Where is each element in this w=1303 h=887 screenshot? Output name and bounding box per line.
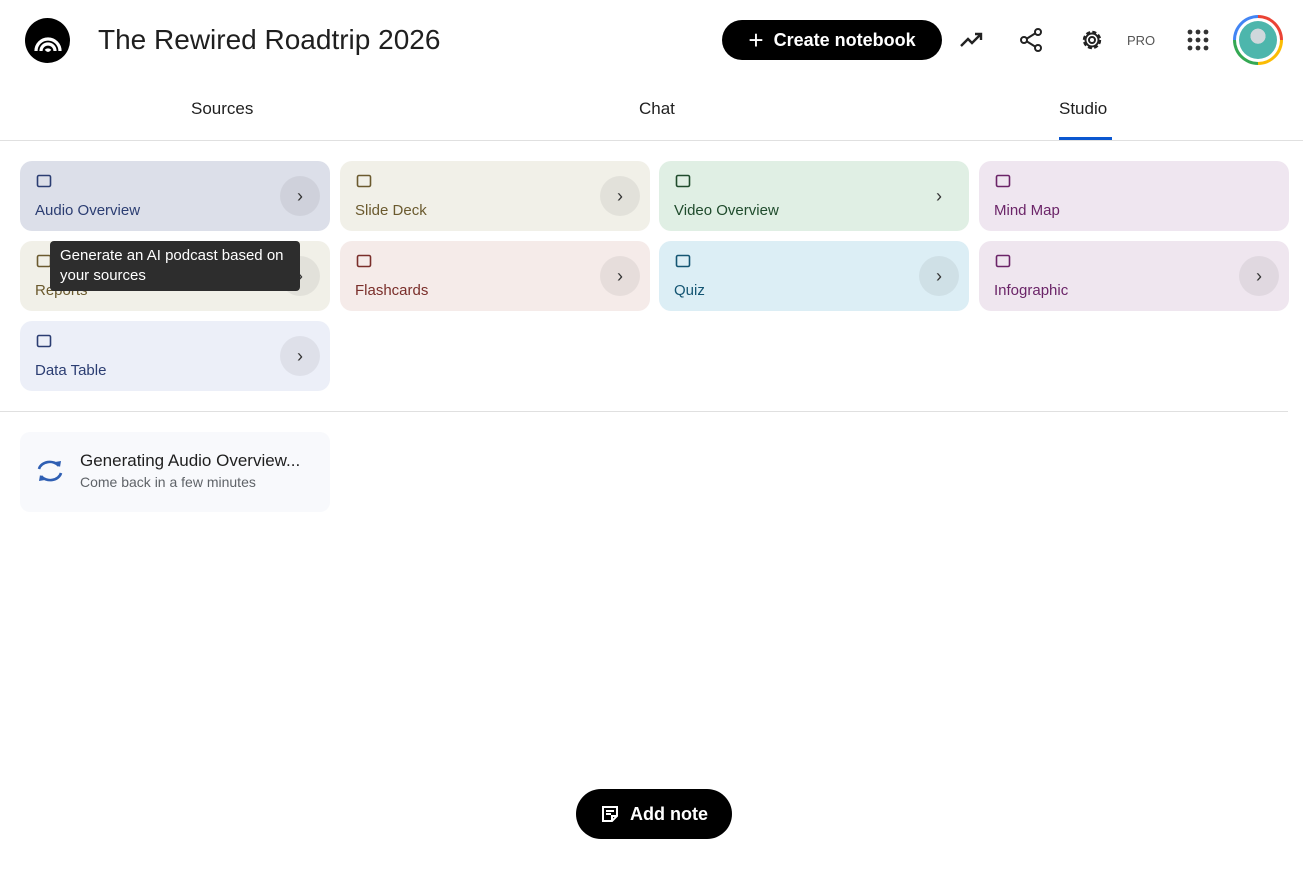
generating-audio-overview-item: Generating Audio Overview... Come back i… — [20, 432, 330, 512]
mind-map-icon — [995, 174, 1011, 188]
studio-card-slide-deck[interactable]: Slide Deck › — [340, 161, 650, 231]
studio-card-quiz[interactable]: Quiz › — [659, 241, 969, 311]
tab-sources[interactable]: Sources — [191, 99, 254, 118]
active-tab-indicator — [1059, 137, 1112, 140]
studio-card-infographic[interactable]: Infographic › — [979, 241, 1289, 311]
tab-chat[interactable]: Chat — [639, 99, 675, 118]
plus-icon: + — [748, 25, 764, 55]
card-label: Slide Deck — [355, 202, 427, 219]
chevron-right-icon[interactable]: › — [936, 185, 942, 206]
card-label: Audio Overview — [35, 202, 141, 219]
flashcards-icon — [356, 254, 372, 268]
studio-card-data-table[interactable]: Data Table › — [20, 321, 330, 391]
notebook-title[interactable]: The Rewired Roadtrip 2026 — [98, 24, 441, 55]
chevron-right-icon[interactable]: › — [280, 176, 320, 216]
video-icon — [675, 174, 691, 188]
tooltip: Generate an AI podcast based on your sou… — [50, 241, 300, 291]
generating-subtitle: Come back in a few minutes — [80, 474, 256, 490]
chevron-right-icon[interactable]: › — [280, 336, 320, 376]
card-label: Mind Map — [994, 202, 1060, 219]
card-label: Quiz — [674, 282, 705, 299]
create-notebook-button[interactable]: + Create notebook — [722, 20, 942, 60]
chevron-right-icon[interactable]: › — [600, 176, 640, 216]
card-label: Flashcards — [355, 282, 429, 299]
quiz-icon — [675, 254, 691, 268]
tab-studio[interactable]: Studio — [1059, 99, 1108, 118]
chevron-right-icon[interactable]: › — [600, 256, 640, 296]
pro-badge: PRO — [1127, 33, 1156, 48]
studio-card-video-overview[interactable]: Video Overview › — [659, 161, 969, 231]
studio-card-audio-overview[interactable]: Audio Overview › — [20, 161, 330, 231]
chevron-right-icon[interactable]: › — [1239, 256, 1279, 296]
infographic-icon — [995, 254, 1011, 268]
settings-gear-icon[interactable] — [1078, 26, 1106, 54]
chevron-right-icon[interactable]: › — [919, 256, 959, 296]
apps-grid-icon[interactable] — [1184, 26, 1212, 54]
card-label: Infographic — [994, 282, 1069, 299]
add-note-button[interactable]: Add note — [576, 789, 732, 839]
table-icon — [36, 334, 52, 348]
notebooklm-logo[interactable] — [25, 18, 70, 63]
studio-card-flashcards[interactable]: Flashcards › — [340, 241, 650, 311]
divider — [0, 411, 1288, 412]
share-icon[interactable] — [1017, 26, 1045, 54]
generating-title: Generating Audio Overview... — [80, 451, 301, 470]
sync-icon — [37, 460, 63, 482]
studio-card-mind-map[interactable]: Mind Map — [979, 161, 1289, 231]
user-avatar[interactable] — [1233, 15, 1283, 65]
analytics-trend-icon[interactable] — [958, 26, 986, 54]
card-label: Video Overview — [674, 202, 779, 219]
slides-icon — [356, 174, 372, 188]
note-icon — [602, 806, 618, 822]
card-label: Data Table — [35, 362, 107, 379]
audio-waveform-sparkle-icon — [36, 174, 52, 188]
tab-divider — [0, 140, 1303, 141]
